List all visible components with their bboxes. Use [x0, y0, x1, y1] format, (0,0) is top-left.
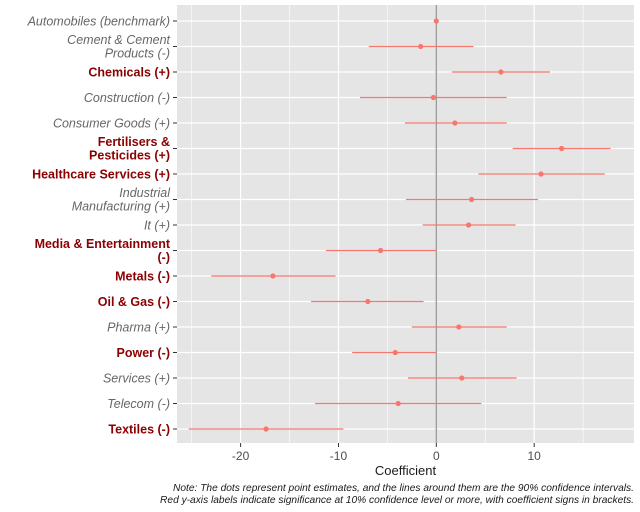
y-axis-label-line: Consumer Goods (+) — [53, 116, 170, 130]
y-axis-label: Power (-) — [117, 346, 170, 360]
y-axis-label: Automobiles (benchmark) — [27, 14, 170, 28]
y-axis-label-line: Services (+) — [103, 371, 170, 385]
point-estimate — [538, 171, 544, 177]
point-estimate — [430, 94, 436, 101]
point-estimates — [263, 18, 565, 432]
y-axis-label: Fertilisers & Pesticides (+) — [89, 135, 170, 163]
y-axis-label-line: Industrial — [119, 186, 171, 200]
y-axis-label: Healthcare Services (+) — [32, 167, 170, 181]
point-estimate — [452, 120, 458, 126]
point-estimate — [459, 375, 465, 381]
y-axis-label-line: (-) — [158, 251, 171, 265]
y-axis-label: Services (+) — [103, 371, 170, 385]
point-estimate — [498, 69, 504, 75]
y-axis-label-line: Healthcare Services (+) — [32, 167, 170, 181]
y-axis-label: Cement & Cement Products (-) — [67, 33, 170, 61]
point-estimate — [558, 145, 565, 152]
y-axis-label-line: Products (-) — [105, 47, 170, 61]
y-axis-label: Chemicals (+) — [88, 65, 170, 79]
point-estimate — [466, 222, 472, 228]
y-axis-label: Construction (-) — [84, 91, 170, 105]
y-axis-label-line: Cement & Cement — [67, 33, 170, 47]
y-axis-label-line: Metals (-) — [115, 269, 170, 283]
y-axis-label-line: Oil & Gas (-) — [98, 295, 170, 309]
x-tick-label: 0 — [433, 449, 440, 463]
note-line-1: Note: The dots represent point estimates… — [173, 483, 634, 494]
y-axis-label-line: Telecom (-) — [107, 397, 170, 411]
y-axis-labels: Automobiles (benchmark) Cement & Cement Pr… — [27, 14, 172, 436]
y-axis-label: Pharma (+) — [107, 320, 170, 334]
x-tick-label: 10 — [528, 449, 542, 463]
point-estimate — [433, 18, 439, 24]
point-estimate — [392, 349, 398, 356]
y-axis-label: It (+) — [144, 218, 170, 232]
y-axis-label: Industrial Manufacturing (+) — [72, 186, 172, 214]
y-axis-label: Metals (-) — [115, 269, 170, 283]
point-estimate — [395, 400, 401, 407]
y-axis-label: Oil & Gas (-) — [98, 295, 170, 309]
x-axis-ticks: -20 -10 0 10 — [232, 443, 541, 463]
y-axis-label-line: Media & Entertainment — [35, 237, 171, 251]
point-estimate — [418, 43, 424, 50]
point-estimate — [377, 247, 384, 254]
x-tick-label: -10 — [330, 449, 348, 463]
point-estimate — [468, 196, 475, 203]
x-tick-label: -20 — [232, 449, 250, 463]
y-axis-label: Textiles (-) — [108, 422, 170, 436]
y-axis-label-line: Power (-) — [117, 346, 170, 360]
y-axis-label-line: Pesticides (+) — [89, 149, 170, 163]
point-estimate — [456, 324, 462, 330]
point-estimate — [270, 273, 276, 279]
y-axis-label-line: Fertilisers & — [98, 135, 170, 149]
y-axis-label: Telecom (-) — [107, 397, 170, 411]
point-estimate — [263, 426, 269, 432]
y-axis-label-line: It (+) — [144, 218, 170, 232]
y-axis-label-line: Manufacturing (+) — [72, 200, 170, 214]
y-axis-label: Media & Entertainment (-) — [35, 237, 171, 264]
y-axis-label: Consumer Goods (+) — [53, 116, 170, 130]
point-estimate — [365, 298, 371, 305]
y-axis-ticks — [173, 20, 177, 430]
x-axis-title: Coefficient — [375, 463, 437, 478]
y-axis-label-line: Chemicals (+) — [88, 65, 170, 79]
y-axis-label-line: Pharma (+) — [107, 320, 170, 334]
y-axis-label-line: Construction (-) — [84, 91, 170, 105]
y-axis-label-line: Textiles (-) — [108, 422, 170, 436]
plot-panel — [177, 5, 634, 443]
note-line-2: Red y-axis labels indicate significance … — [160, 495, 634, 506]
y-axis-label-line: Automobiles (benchmark) — [27, 14, 170, 28]
